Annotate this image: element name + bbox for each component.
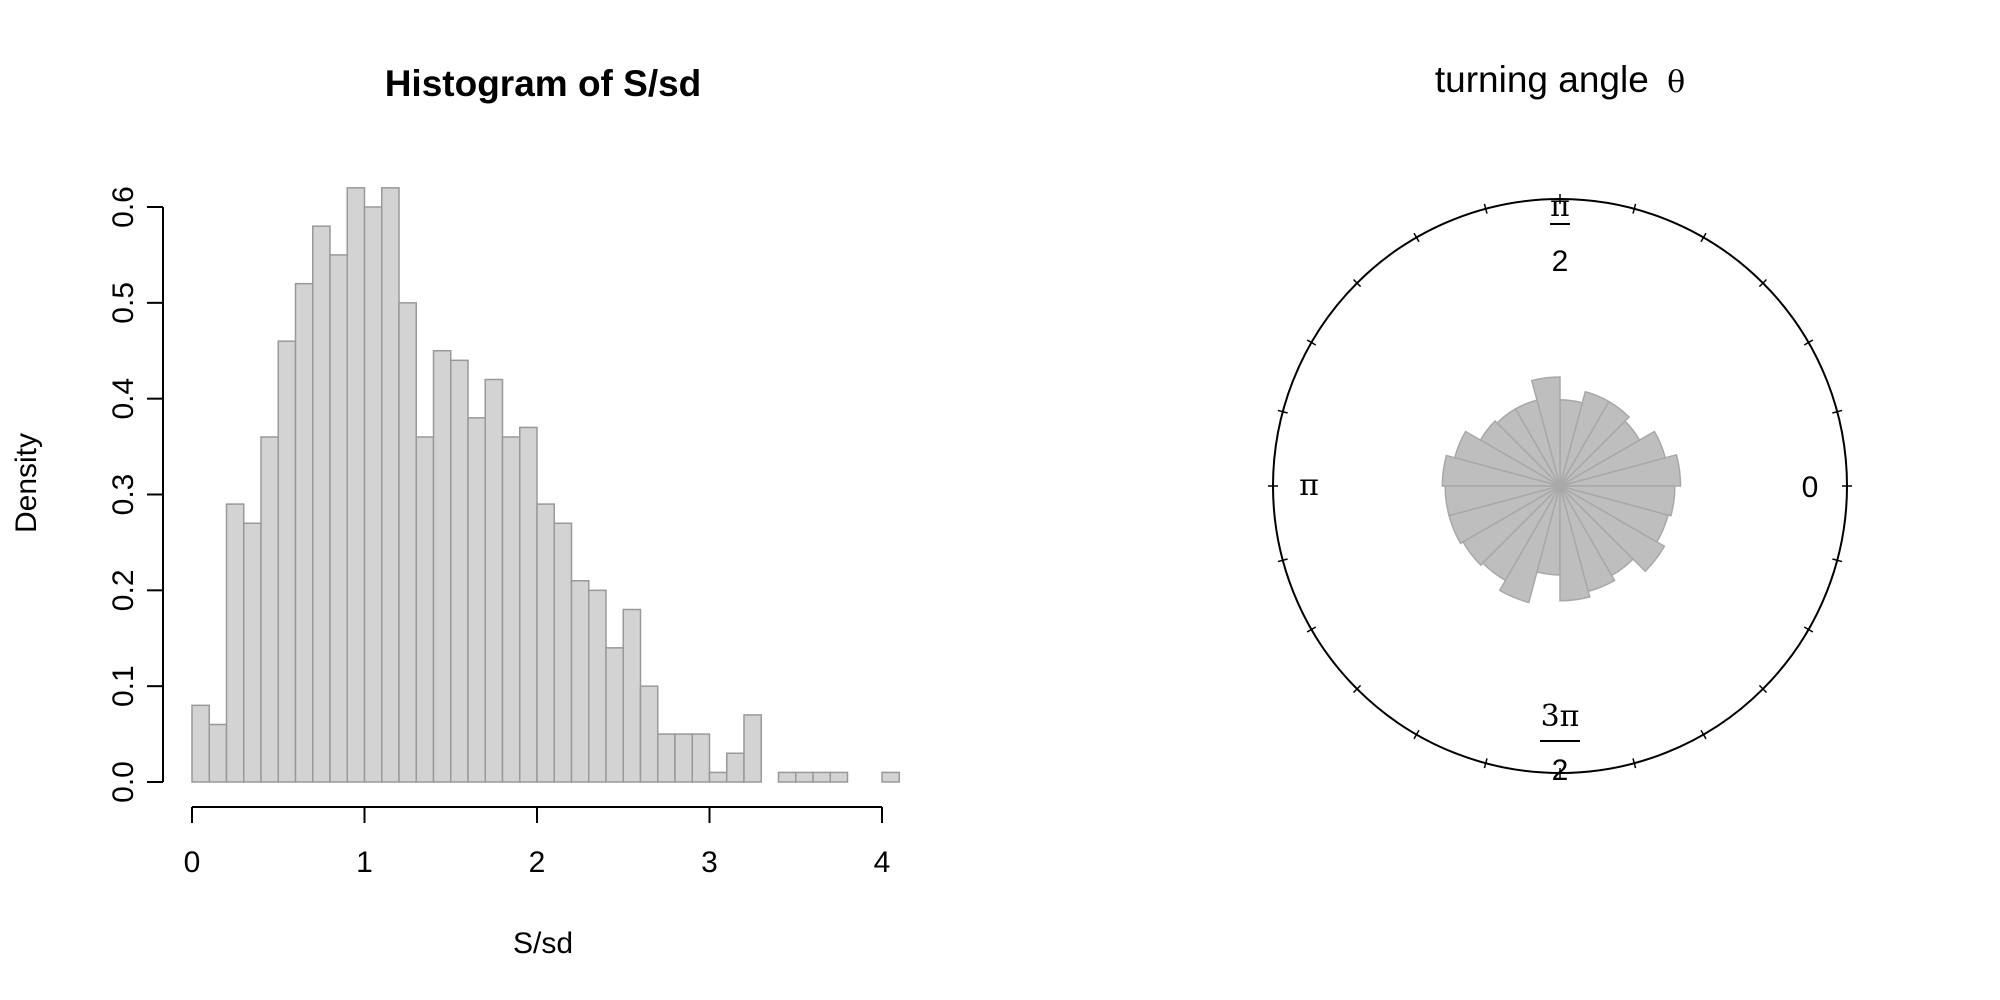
histogram-bar — [743, 714, 762, 783]
rose-tick — [1352, 684, 1362, 694]
rose-label-south-numerator: 3π — [1541, 699, 1580, 734]
histogram-bar — [294, 282, 314, 783]
rose-sector — [1498, 485, 1561, 604]
rose-tick — [1803, 626, 1814, 633]
rose-tick — [1700, 232, 1707, 243]
rose-tick — [1277, 409, 1288, 414]
rose-sectors — [1441, 376, 1682, 604]
rose-label-north-denominator: 2 — [1552, 245, 1569, 278]
rose-tick — [1277, 558, 1288, 563]
histogram-y-tick-label: 0.2 — [107, 569, 140, 611]
histogram-bar — [346, 187, 366, 783]
histogram-bar — [467, 417, 486, 783]
histogram-bar — [588, 589, 607, 783]
histogram-bar — [225, 503, 245, 783]
histogram-x-tick-label: 3 — [701, 846, 718, 879]
rose-sector — [1448, 485, 1561, 545]
rose-tick — [1803, 339, 1814, 346]
histogram-y-tick-label: 0.4 — [107, 378, 140, 420]
histogram-x-tick-label: 1 — [356, 846, 373, 879]
histogram-y-tick-label: 0.3 — [107, 474, 140, 516]
rose-tick — [1758, 684, 1768, 694]
rose-tick — [1632, 758, 1637, 769]
histogram-bar — [726, 752, 745, 783]
histogram-bar — [691, 733, 711, 783]
histogram-x-tick-label: 0 — [184, 846, 201, 879]
rose-tick — [1758, 278, 1768, 288]
histogram-bar — [398, 302, 417, 783]
rose-title: turning angle θ — [1435, 59, 1685, 100]
rose-sector — [1462, 485, 1561, 567]
histogram-x-tick-label: 4 — [874, 846, 891, 879]
rose-tick — [1483, 203, 1488, 214]
histogram-y-tick-label: 0.6 — [107, 186, 140, 228]
rose-tick — [1413, 729, 1420, 740]
histogram-y-label: Density — [10, 433, 43, 533]
rose-tick — [1413, 232, 1420, 243]
histogram-y-tick-label: 0.5 — [107, 282, 140, 324]
histogram-bar — [363, 206, 383, 783]
rose-label-south-denominator: 2 — [1552, 754, 1569, 787]
histogram-bar — [260, 436, 279, 783]
rose-sector — [1559, 430, 1667, 487]
histogram-bar — [208, 723, 228, 783]
histogram-bar — [243, 522, 262, 783]
rose-tick — [1306, 339, 1317, 346]
histogram-y-tick-label: 0.0 — [107, 761, 140, 803]
histogram-bar — [622, 608, 642, 783]
histogram-bar — [277, 340, 297, 783]
histogram-bar — [605, 647, 624, 783]
histogram-bars — [191, 187, 900, 783]
histogram-bar — [432, 350, 452, 783]
histogram-bar — [777, 771, 797, 783]
histogram-x-axis: 0 1 2 3 4 — [184, 806, 891, 879]
rose-sector — [1441, 454, 1561, 487]
rose-label-north-numerator: π — [1550, 189, 1570, 224]
histogram-bar — [450, 359, 469, 783]
rose-ticks — [1268, 194, 1852, 778]
histogram-bar — [657, 733, 676, 783]
rose-sector — [1559, 485, 1676, 517]
rose-tick — [1832, 558, 1843, 563]
histogram-bar — [536, 503, 555, 783]
rose-tick — [1832, 409, 1843, 414]
histogram-bar — [501, 436, 521, 783]
rose-tick — [1700, 729, 1707, 740]
histogram-x-label: S/sd — [513, 927, 573, 960]
rose-tick — [1483, 758, 1488, 769]
histogram-bar — [795, 771, 814, 783]
histogram-bar — [570, 580, 590, 783]
rose-sector — [1559, 485, 1666, 573]
rose-label-west: π — [1299, 468, 1319, 503]
histogram-bar — [329, 254, 348, 783]
rose-tick — [1352, 278, 1362, 288]
histogram-title: Histogram of S/sd — [385, 63, 702, 104]
rose-title-text: turning angle — [1435, 59, 1649, 100]
histogram-y-axis: 0.0 0.1 0.2 0.3 0.4 0.5 0.6 — [107, 186, 164, 803]
histogram-x-tick-label: 2 — [529, 846, 546, 879]
histogram-bar — [674, 733, 693, 783]
histogram-bar — [381, 187, 400, 783]
histogram-y-tick-label: 0.1 — [107, 665, 140, 707]
histogram-bar — [415, 436, 435, 783]
histogram-bar — [639, 685, 659, 783]
histogram-bar — [312, 225, 331, 783]
rose-tick — [1306, 626, 1317, 633]
rose-tick — [1632, 203, 1637, 214]
rose-title-symbol: θ — [1667, 65, 1685, 100]
histogram-bar — [519, 426, 538, 783]
histogram-bar — [881, 771, 900, 783]
rose-label-east: 0 — [1802, 471, 1819, 504]
rose-sector — [1559, 390, 1610, 487]
histogram-bar — [708, 771, 728, 783]
histogram-bar — [191, 704, 210, 783]
rose-panel: turning angle θ 0 π π 2 3π 2 — [1268, 59, 1852, 787]
histogram-bar — [829, 771, 849, 783]
histogram-bar — [553, 522, 573, 783]
histogram-bar — [484, 378, 504, 783]
rose-sector — [1559, 485, 1616, 593]
histogram-bar — [812, 771, 831, 783]
